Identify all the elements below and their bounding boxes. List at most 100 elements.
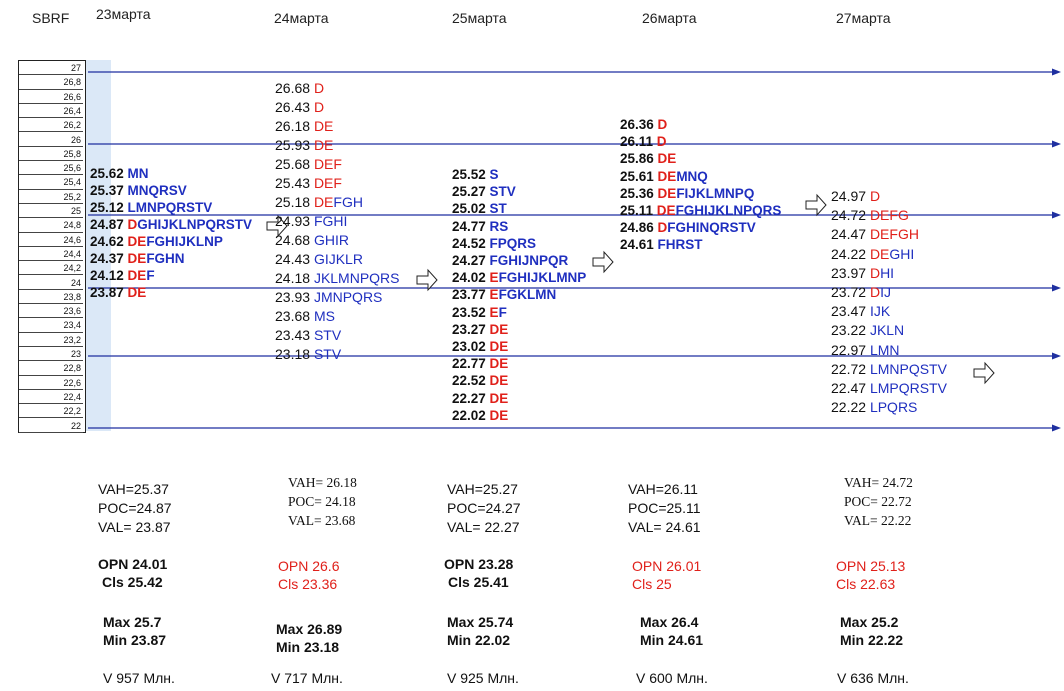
tpo-row: 24.62 DEFGHIJKLNP	[90, 233, 223, 250]
open-value: OPN 26.01	[632, 558, 702, 574]
tpo-letters-red: DE	[127, 251, 147, 266]
val-value: VAL= 24.61	[628, 519, 701, 535]
volume-value: V 717 Млн.	[271, 670, 343, 686]
level-arrowhead	[1052, 68, 1061, 76]
tpo-row: 25.18 DEFGH	[275, 194, 363, 211]
tpo-price: 23.27	[452, 321, 490, 337]
tpo-letters-blue: IJ	[880, 284, 891, 300]
tpo-row: 25.37 MNQRSV	[90, 182, 187, 199]
tpo-price: 25.86	[620, 151, 658, 167]
tpo-price: 26.43	[275, 99, 314, 115]
tpo-letters-red: DE	[869, 245, 890, 262]
tpo-letters-blue: FGHIJKLNPQRS	[675, 203, 782, 218]
vah-value: VAH=25.27	[447, 481, 518, 497]
scale-tick: 26,4	[19, 104, 83, 119]
tpo-row: 24.22 DEGHI	[831, 246, 914, 263]
tpo-letters-blue: GHI	[889, 245, 915, 262]
tpo-row: 22.22 LPQRS	[831, 399, 917, 416]
tpo-price: 24.18	[275, 270, 314, 286]
tpo-letters-red: DE	[489, 390, 509, 406]
tpo-price: 23.47	[831, 303, 870, 320]
tpo-letters-red: DE	[489, 356, 509, 372]
tpo-letters-red: D	[869, 264, 881, 281]
tpo-row: 23.22 JKLN	[831, 322, 904, 339]
close-value: Cls 25.41	[448, 574, 509, 590]
tpo-letters-blue: FGHI	[313, 213, 348, 229]
tpo-letters-blue: RS	[489, 218, 509, 234]
poc-value: POC=24.87	[98, 500, 172, 516]
tpo-letters-red: E	[489, 270, 499, 286]
scale-tick: 24,2	[19, 261, 83, 276]
max-value: Max 25.74	[447, 614, 514, 630]
scale-tick: 25,2	[19, 190, 83, 204]
open-value: OPN 23.28	[444, 556, 514, 572]
tpo-letters-red: DE	[656, 203, 676, 218]
tpo-price: 24.37	[90, 251, 128, 266]
tpo-letters-red: DE	[313, 137, 334, 153]
tpo-letters-blue: STV	[489, 184, 516, 200]
tpo-row: 22.77 DE	[452, 355, 508, 372]
tpo-price: 22.22	[831, 399, 870, 416]
day-header: 26марта	[642, 10, 697, 26]
close-value: Cls 25	[632, 576, 672, 592]
tpo-letters-red: D	[869, 188, 881, 204]
tpo-row: 24.93 FGHI	[275, 213, 347, 230]
tpo-letters-blue: IJK	[869, 303, 891, 320]
tpo-row: 23.93 JMNPQRS	[275, 289, 382, 306]
open-value: OPN 25.13	[836, 558, 906, 574]
tpo-row: 25.68 DEF	[275, 156, 342, 173]
tpo-letters-red: DE	[657, 151, 677, 167]
tpo-letters-blue: JKLMNPQRS	[313, 270, 400, 286]
tpo-letters-blue: LMPQRSTV	[869, 380, 947, 396]
tpo-row: 24.02 EFGHIJKLMNP	[452, 269, 586, 286]
val-value: VAL= 23.87	[98, 519, 171, 535]
tpo-letters-blue: GHIR	[313, 232, 349, 248]
tpo-row: 24.27 FGHIJNPQR	[452, 252, 568, 269]
scale-tick: 27	[19, 61, 83, 76]
tpo-price: 23.22	[831, 322, 870, 339]
volume-value: V 636 Млн.	[837, 670, 909, 686]
tpo-price: 23.43	[275, 327, 314, 343]
tpo-price: 22.27	[452, 390, 490, 406]
scale-tick: 24,6	[19, 233, 83, 247]
tpo-letters-blue: FGHIJKLMNP	[498, 270, 587, 286]
tpo-price: 24.12	[90, 268, 128, 283]
tpo-letters-red: DE	[127, 285, 147, 300]
poc-value: POC= 22.72	[844, 494, 912, 509]
tpo-letters-blue: JKLN	[869, 322, 905, 339]
tpo-price: 25.61	[620, 168, 658, 184]
tpo-letters-red: DE	[657, 185, 677, 201]
tpo-letters-blue: F	[146, 268, 155, 283]
tpo-letters-blue: LMNPQSTV	[869, 360, 947, 377]
tpo-letters-blue: LPQRS	[869, 399, 918, 416]
tpo-letters-blue: FGH	[333, 194, 363, 210]
level-arrowhead	[1052, 211, 1061, 219]
tpo-price: 24.52	[452, 235, 490, 251]
tpo-letters-red: DE	[489, 339, 509, 354]
tpo-row: 24.18 JKLMNPQRS	[275, 270, 400, 287]
scale-tick: 22	[19, 419, 83, 433]
max-value: Max 26.89	[276, 621, 343, 637]
tpo-letters-blue: STV	[313, 346, 342, 362]
arrow-right-icon	[973, 361, 995, 385]
tpo-row: 23.18 STV	[275, 346, 341, 363]
tpo-price: 22.72	[831, 360, 870, 377]
min-value: Min 24.61	[640, 632, 704, 648]
tpo-price: 25.11	[620, 203, 657, 218]
tpo-row: 22.47 LMPQRSTV	[831, 380, 947, 397]
tpo-letters-blue: FGKLMN	[498, 287, 557, 303]
scale-tick: 25	[19, 204, 83, 219]
tpo-letters-blue: FGHINQRSTV	[667, 220, 756, 236]
tpo-price: 22.47	[831, 380, 870, 396]
tpo-letters-red: DE	[489, 373, 509, 389]
tpo-letters-blue: F	[498, 304, 507, 320]
min-value: Min 22.02	[447, 632, 511, 648]
tpo-letters-red: D	[869, 284, 881, 300]
tpo-price: 24.86	[620, 220, 658, 236]
tpo-letters-blue: LMN	[869, 341, 900, 358]
tpo-row: 22.72 LMNPQSTV	[831, 361, 947, 378]
tpo-row: 22.02 DE	[452, 407, 508, 424]
scale-tick: 23,4	[19, 318, 83, 333]
scale-tick: 22,2	[19, 404, 83, 419]
tpo-letters-blue: GHIJKLNPQRSTV	[137, 217, 253, 232]
